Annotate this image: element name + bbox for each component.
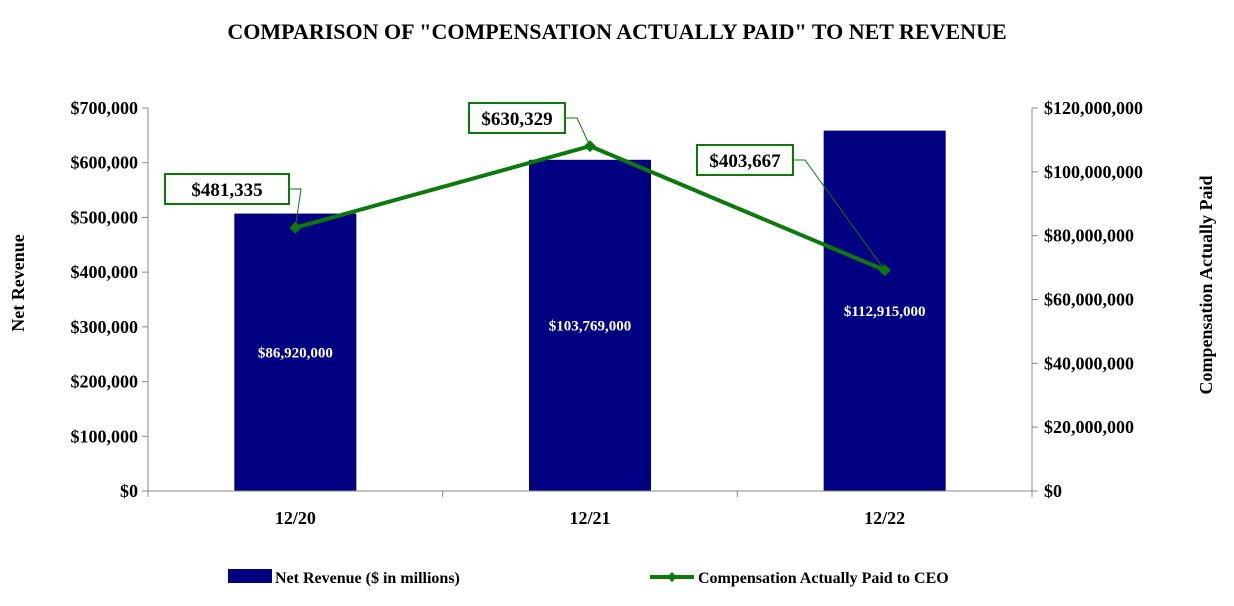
bar-value-label: $86,920,000 bbox=[258, 345, 333, 361]
right-tick-label: $120,000,000 bbox=[1044, 98, 1143, 118]
right-tick-label: $0 bbox=[1044, 481, 1062, 501]
legend-line-label: Compensation Actually Paid to CEO bbox=[698, 570, 949, 587]
x-tick-label: 12/22 bbox=[864, 508, 905, 528]
left-tick-label: $300,000 bbox=[71, 317, 139, 337]
left-tick-label: $700,000 bbox=[71, 98, 139, 118]
left-tick-label: $600,000 bbox=[71, 153, 139, 173]
axes-layer: $0 $100,000 $200,000 $300,000 $400,000 $500,0… bbox=[71, 98, 1144, 528]
callout-leader bbox=[289, 188, 302, 228]
bar-value-label: $103,769,000 bbox=[549, 318, 632, 334]
callout-leader bbox=[793, 159, 886, 271]
x-tick-label: 12/21 bbox=[569, 508, 610, 528]
bar-value-label: $112,915,000 bbox=[844, 304, 926, 320]
legend: Net Revenue ($ in millions) Compensation… bbox=[228, 569, 949, 587]
chart-title: COMPARISON OF "COMPENSATION ACTUALLY PAI… bbox=[227, 19, 1006, 44]
legend-line-marker bbox=[667, 572, 677, 582]
bars-layer: $86,920,000 $103,769,000 $112,915,000 bbox=[234, 130, 946, 492]
right-tick-label: $100,000,000 bbox=[1044, 162, 1143, 182]
left-tick-label: $100,000 bbox=[71, 426, 139, 446]
callout-value-label: $630,329 bbox=[481, 109, 552, 130]
callout-value-label: $481,335 bbox=[191, 180, 262, 201]
right-tick-label: $80,000,000 bbox=[1044, 226, 1134, 246]
bar bbox=[823, 130, 946, 491]
callout-box bbox=[164, 173, 290, 205]
left-tick-label: $500,000 bbox=[71, 207, 139, 227]
callout-leader bbox=[565, 117, 591, 147]
right-tick-label: $60,000,000 bbox=[1044, 290, 1134, 310]
bar bbox=[529, 159, 651, 491]
legend-bar-label: Net Revenue ($ in millions) bbox=[275, 570, 460, 587]
callout-value-label: $403,667 bbox=[709, 151, 781, 172]
callout-box bbox=[468, 102, 566, 134]
legend-bar-swatch bbox=[228, 569, 272, 583]
callout-box bbox=[696, 144, 794, 176]
left-tick-label: $400,000 bbox=[71, 262, 139, 282]
left-axis-label: Net Revenue bbox=[8, 234, 28, 331]
bar bbox=[234, 213, 357, 492]
x-tick-label: 12/20 bbox=[275, 508, 316, 528]
right-tick-label: $20,000,000 bbox=[1044, 417, 1134, 437]
right-axis-label: Compensation Actually Paid bbox=[1196, 175, 1216, 394]
annotations-layer: $481,335 $630,329 $403,667 bbox=[164, 102, 886, 271]
left-tick-label: $200,000 bbox=[71, 372, 139, 392]
right-tick-label: $40,000,000 bbox=[1044, 353, 1134, 373]
left-tick-label: $0 bbox=[120, 481, 138, 501]
